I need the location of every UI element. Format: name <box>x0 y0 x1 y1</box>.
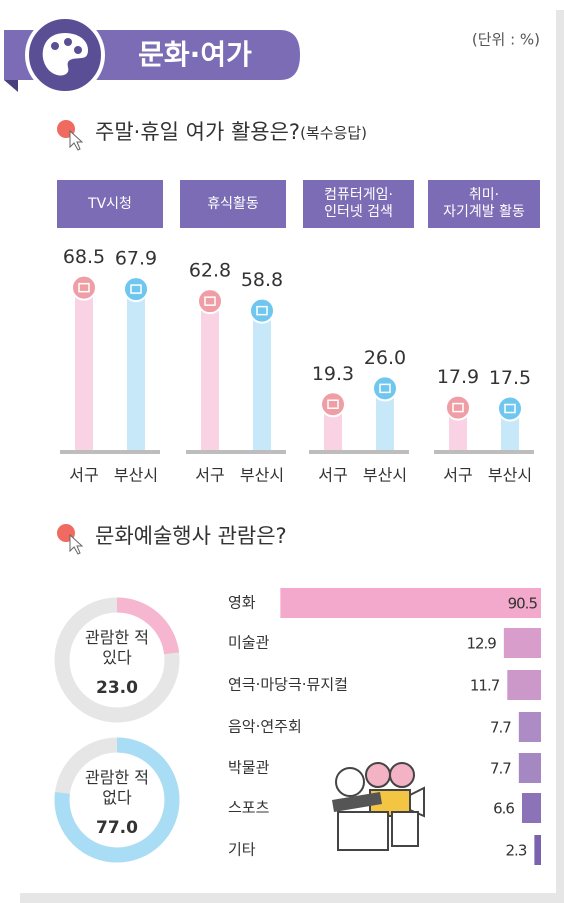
bar <box>75 287 93 450</box>
legend-label: 서구 <box>318 466 347 485</box>
value-label: 7.7 <box>490 719 511 737</box>
bar-icon <box>372 375 398 402</box>
bar <box>518 753 541 783</box>
category-box: 취미· 자기계발 활동 <box>428 180 540 228</box>
value-label: 11.7 <box>470 677 500 695</box>
legend-label: 부산시 <box>363 466 407 485</box>
category-label: 영화 <box>228 594 256 612</box>
bar-icon-glyph <box>204 296 216 306</box>
icon-part <box>389 762 415 788</box>
value-label: 6.6 <box>493 800 514 818</box>
legend-label: 서구 <box>69 466 98 485</box>
legend-label: 부산시 <box>488 466 532 485</box>
value-label: 19.3 <box>312 363 354 385</box>
donut-label: 관람한 적 없다 <box>85 768 149 807</box>
bar-icon-glyph <box>130 284 142 294</box>
cursor <box>69 533 84 555</box>
category-label: 스포츠 <box>228 799 270 817</box>
category-label: 연극·마당극·뮤지컬 <box>228 676 348 694</box>
bar <box>521 793 541 823</box>
value-label: 2.3 <box>506 842 527 860</box>
value-label: 67.9 <box>115 248 157 270</box>
bar <box>127 289 145 450</box>
value-label: 58.8 <box>241 269 283 291</box>
bar-icon-glyph <box>504 403 516 414</box>
unit-label: (단위 : %) <box>472 31 540 49</box>
bar-icon <box>249 297 275 324</box>
section-subtitle: (복수응답) <box>300 124 367 142</box>
icon-part <box>365 762 391 788</box>
donut-label: 관람한 적 있다 <box>85 628 149 667</box>
value-label: 12.9 <box>466 635 496 653</box>
value-label: 26.0 <box>364 347 406 369</box>
palette-dot <box>51 42 59 50</box>
legend-label: 서구 <box>443 466 472 485</box>
icon-part <box>409 786 425 818</box>
donut-arc <box>54 737 180 863</box>
header-title: 문화·여가 <box>138 38 252 71</box>
section-title: 문화예술행사 관람은? <box>95 524 287 548</box>
icon-part <box>335 767 365 797</box>
category-label: 기타 <box>228 841 256 859</box>
icon-part <box>391 811 419 847</box>
bar-icon-glyph <box>78 282 90 293</box>
value-label: 90.5 <box>508 595 538 613</box>
bar-icon-glyph <box>379 383 391 394</box>
category-box: 컴퓨터게임· 인터넷 검색 <box>303 180 414 228</box>
bar-icon-glyph <box>327 399 339 410</box>
bar-icon <box>320 391 346 418</box>
camera-icon <box>332 762 425 851</box>
bar <box>201 301 219 450</box>
category-label: 박물관 <box>228 759 270 777</box>
legend-label: 부산시 <box>114 466 158 485</box>
value-label: 17.9 <box>437 366 479 388</box>
bar <box>534 835 541 865</box>
value-label: 68.5 <box>63 246 105 268</box>
donut-value: 23.0 <box>96 678 138 698</box>
icon-part <box>332 792 382 812</box>
donut-value: 77.0 <box>96 818 138 838</box>
bar-icon <box>197 288 223 315</box>
legend-label: 서구 <box>195 466 224 485</box>
bar <box>280 588 541 618</box>
palette-dot <box>64 38 72 46</box>
bar <box>503 628 541 658</box>
cursor <box>69 129 84 151</box>
bar-icon-glyph <box>256 305 268 316</box>
banner-fold <box>4 80 18 92</box>
palette-dot <box>74 46 82 54</box>
bar <box>518 712 541 742</box>
bar-icon <box>445 394 471 421</box>
bar <box>253 310 271 450</box>
icon-part <box>337 811 389 851</box>
legend-label: 부산시 <box>240 466 284 485</box>
bar-icon <box>71 274 97 301</box>
section-title-text: 주말·휴일 여가 활용은? <box>95 120 300 144</box>
value-label: 17.5 <box>489 367 531 389</box>
donut-arc <box>54 597 180 723</box>
section-title: 주말·휴일 여가 활용은?(복수응답) <box>95 120 367 144</box>
category-box: 휴식활동 <box>180 180 286 228</box>
category-box: TV시청 <box>57 180 163 228</box>
category-label: 음악·연주회 <box>228 718 302 736</box>
bar <box>376 388 394 450</box>
value-label: 7.7 <box>490 760 511 778</box>
category-label: 미술관 <box>228 634 270 652</box>
bar-icon <box>123 276 149 303</box>
bar-icon <box>497 395 523 422</box>
bar <box>507 670 541 700</box>
bar-icon-glyph <box>452 402 464 413</box>
value-label: 62.8 <box>189 260 231 282</box>
